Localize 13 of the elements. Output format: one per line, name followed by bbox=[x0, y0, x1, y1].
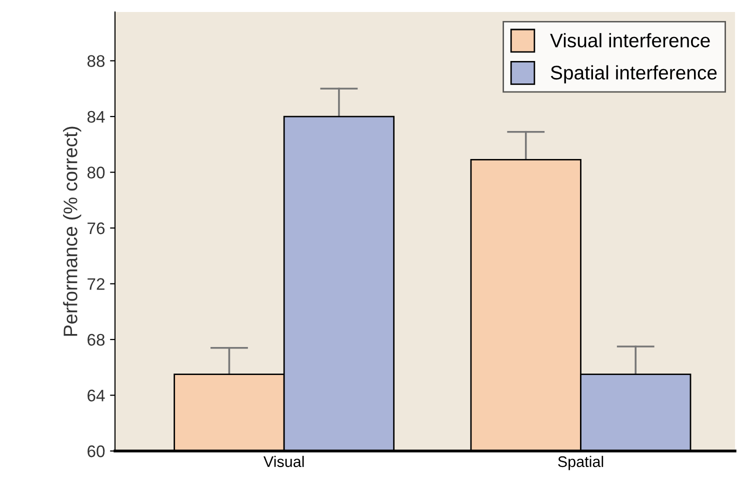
x-tick-label: Visual bbox=[263, 456, 304, 468]
y-tick-label: 68 bbox=[88, 334, 105, 346]
y-axis-title: Performance (% correct) bbox=[63, 126, 82, 336]
y-tick-label: 80 bbox=[87, 166, 105, 178]
y-tick-label: 88 bbox=[87, 55, 105, 67]
y-tick-label: 60 bbox=[88, 445, 105, 458]
y-tick-label: 72 bbox=[88, 278, 104, 290]
y-tick-label: 64 bbox=[88, 390, 105, 402]
y-tick-label: 76 bbox=[88, 222, 105, 234]
x-tick-label: Spatial bbox=[558, 456, 604, 470]
legend-label: Visual interference bbox=[550, 33, 710, 48]
y-tick-label: 84 bbox=[87, 110, 105, 123]
legend-label: Spatial interference bbox=[550, 65, 717, 84]
